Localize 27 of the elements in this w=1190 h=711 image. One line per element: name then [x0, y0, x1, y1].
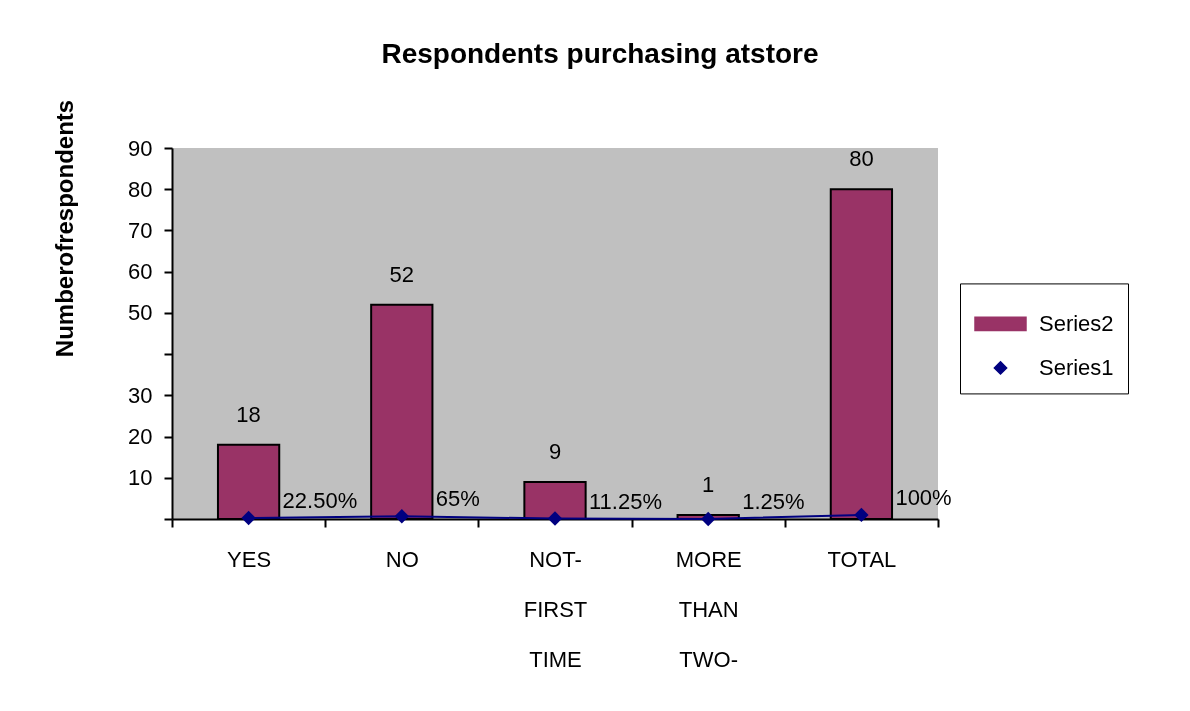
x-tick-label: TOTAL	[827, 546, 897, 572]
data-label: 1.25%	[742, 488, 805, 514]
legend-label: Series1	[1039, 354, 1114, 380]
y-tick-label: 80	[128, 176, 153, 202]
data-label: 1	[702, 471, 715, 497]
y-tick-label: 60	[128, 259, 153, 285]
y-tick-label: 10	[128, 465, 153, 491]
data-label: 18	[236, 401, 261, 427]
x-tick-label: NO	[385, 546, 419, 572]
y-tick-label: 50	[128, 300, 153, 326]
x-tick-label: MORE THAN TWO-	[675, 546, 742, 672]
chart-title: Respondents purchasing atstore	[381, 38, 819, 70]
data-label: 11.25%	[589, 488, 662, 514]
y-tick-label: 90	[128, 135, 153, 161]
y-tick-label: 20	[128, 424, 153, 450]
x-tick-label: NOT-FIRST TIME	[523, 546, 588, 672]
data-label: 22.50%	[282, 488, 358, 514]
data-label: 80	[849, 146, 874, 172]
x-tick-label: YES	[227, 546, 272, 572]
data-label: 52	[389, 261, 415, 287]
y-tick-label: 70	[128, 217, 153, 243]
legend-label: Series2	[1039, 310, 1114, 336]
data-label: 100%	[895, 484, 952, 510]
y-axis-title: Numberofrespondents	[50, 99, 78, 358]
y-tick-label: 30	[128, 382, 153, 408]
data-label: 9	[548, 438, 562, 464]
data-label: 65%	[435, 486, 480, 512]
